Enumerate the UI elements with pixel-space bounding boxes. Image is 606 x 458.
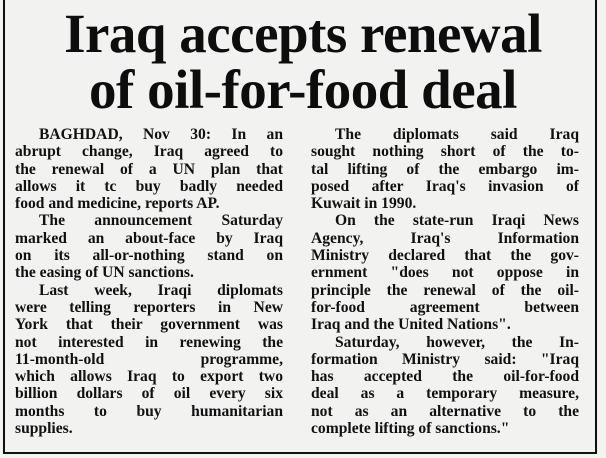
article-text-line: for-food agreement between bbox=[311, 298, 579, 316]
article-text-line: billion dollars of oil every six bbox=[15, 385, 283, 403]
article-text-line: food and medicine, reports AP. bbox=[15, 195, 220, 213]
article-text-line: formation Ministry said: "Iraq bbox=[311, 350, 579, 368]
article-text-line: Iraq and the United Nations". bbox=[311, 316, 511, 334]
article-text-line: BAGHDAD, Nov 30: In an bbox=[39, 126, 283, 143]
article-text-line: 11-month-old programme, bbox=[15, 350, 283, 368]
article-text-line: Ministry declared that the gov- bbox=[311, 247, 579, 265]
article-text-line: supplies. bbox=[15, 420, 73, 438]
article-text-line: not as an alternative to the bbox=[311, 402, 579, 420]
article-text-line: not interested in renewing the bbox=[15, 333, 283, 351]
article-text-line: which allows Iraq to export two bbox=[15, 368, 283, 386]
article-text-line: Last week, Iraqi diplomats bbox=[39, 281, 283, 299]
article-text-line: were telling reporters in New bbox=[15, 298, 283, 316]
article-text-line: deal as a temporary measure, bbox=[311, 385, 579, 403]
article-text-line: abrupt change, Iraq agreed to bbox=[15, 143, 283, 161]
headline-line-2: of oil-for-food deal bbox=[89, 59, 517, 120]
article-text-line: The diplomats said Iraq bbox=[335, 126, 579, 143]
article-text-line: tal lifting of the embargo im- bbox=[311, 160, 579, 178]
article-text-line: the renewal of a UN plan that bbox=[15, 160, 283, 178]
article-text-line: complete lifting of sanctions." bbox=[311, 420, 510, 438]
article-text-line: allows it tc buy badly needed bbox=[15, 177, 283, 195]
article-text-line: The announcement Saturday bbox=[39, 212, 283, 230]
article-column-left: BAGHDAD, Nov 30: In an abrupt change, Ira… bbox=[15, 126, 283, 437]
article-text-line: Agency, Iraq's Information bbox=[311, 229, 579, 247]
headline-line-1: Iraq accepts renewal bbox=[64, 3, 542, 64]
clipping-border bbox=[3, 0, 597, 454]
article-text-line: York that their government was bbox=[15, 316, 283, 334]
article-text-line: has accepted the oil-for-food bbox=[311, 368, 579, 386]
article-text-line: ernment "does not oppose in bbox=[311, 264, 579, 282]
article-column-right: The diplomats said Iraq sought nothing sh… bbox=[311, 126, 579, 437]
article-text-line: On the state-run Iraqi News bbox=[335, 212, 579, 230]
article-text-line: on its all-or-nothing stand on bbox=[15, 247, 283, 265]
article-text-line: principle the renewal of the oil- bbox=[311, 281, 579, 299]
article-text-line: Kuwait in 1990. bbox=[311, 195, 417, 213]
article-text-line: marked an about-face by Iraq bbox=[15, 229, 283, 247]
article-text-line: posed after Iraq's invasion of bbox=[311, 177, 579, 195]
article-text-line: months to buy humanitarian bbox=[15, 402, 283, 420]
article-text-line: the easing of UN sanctions. bbox=[15, 264, 194, 282]
article-text-line: sought nothing short of the to- bbox=[311, 143, 579, 161]
article-text-line: Saturday, however, the In- bbox=[335, 333, 579, 351]
